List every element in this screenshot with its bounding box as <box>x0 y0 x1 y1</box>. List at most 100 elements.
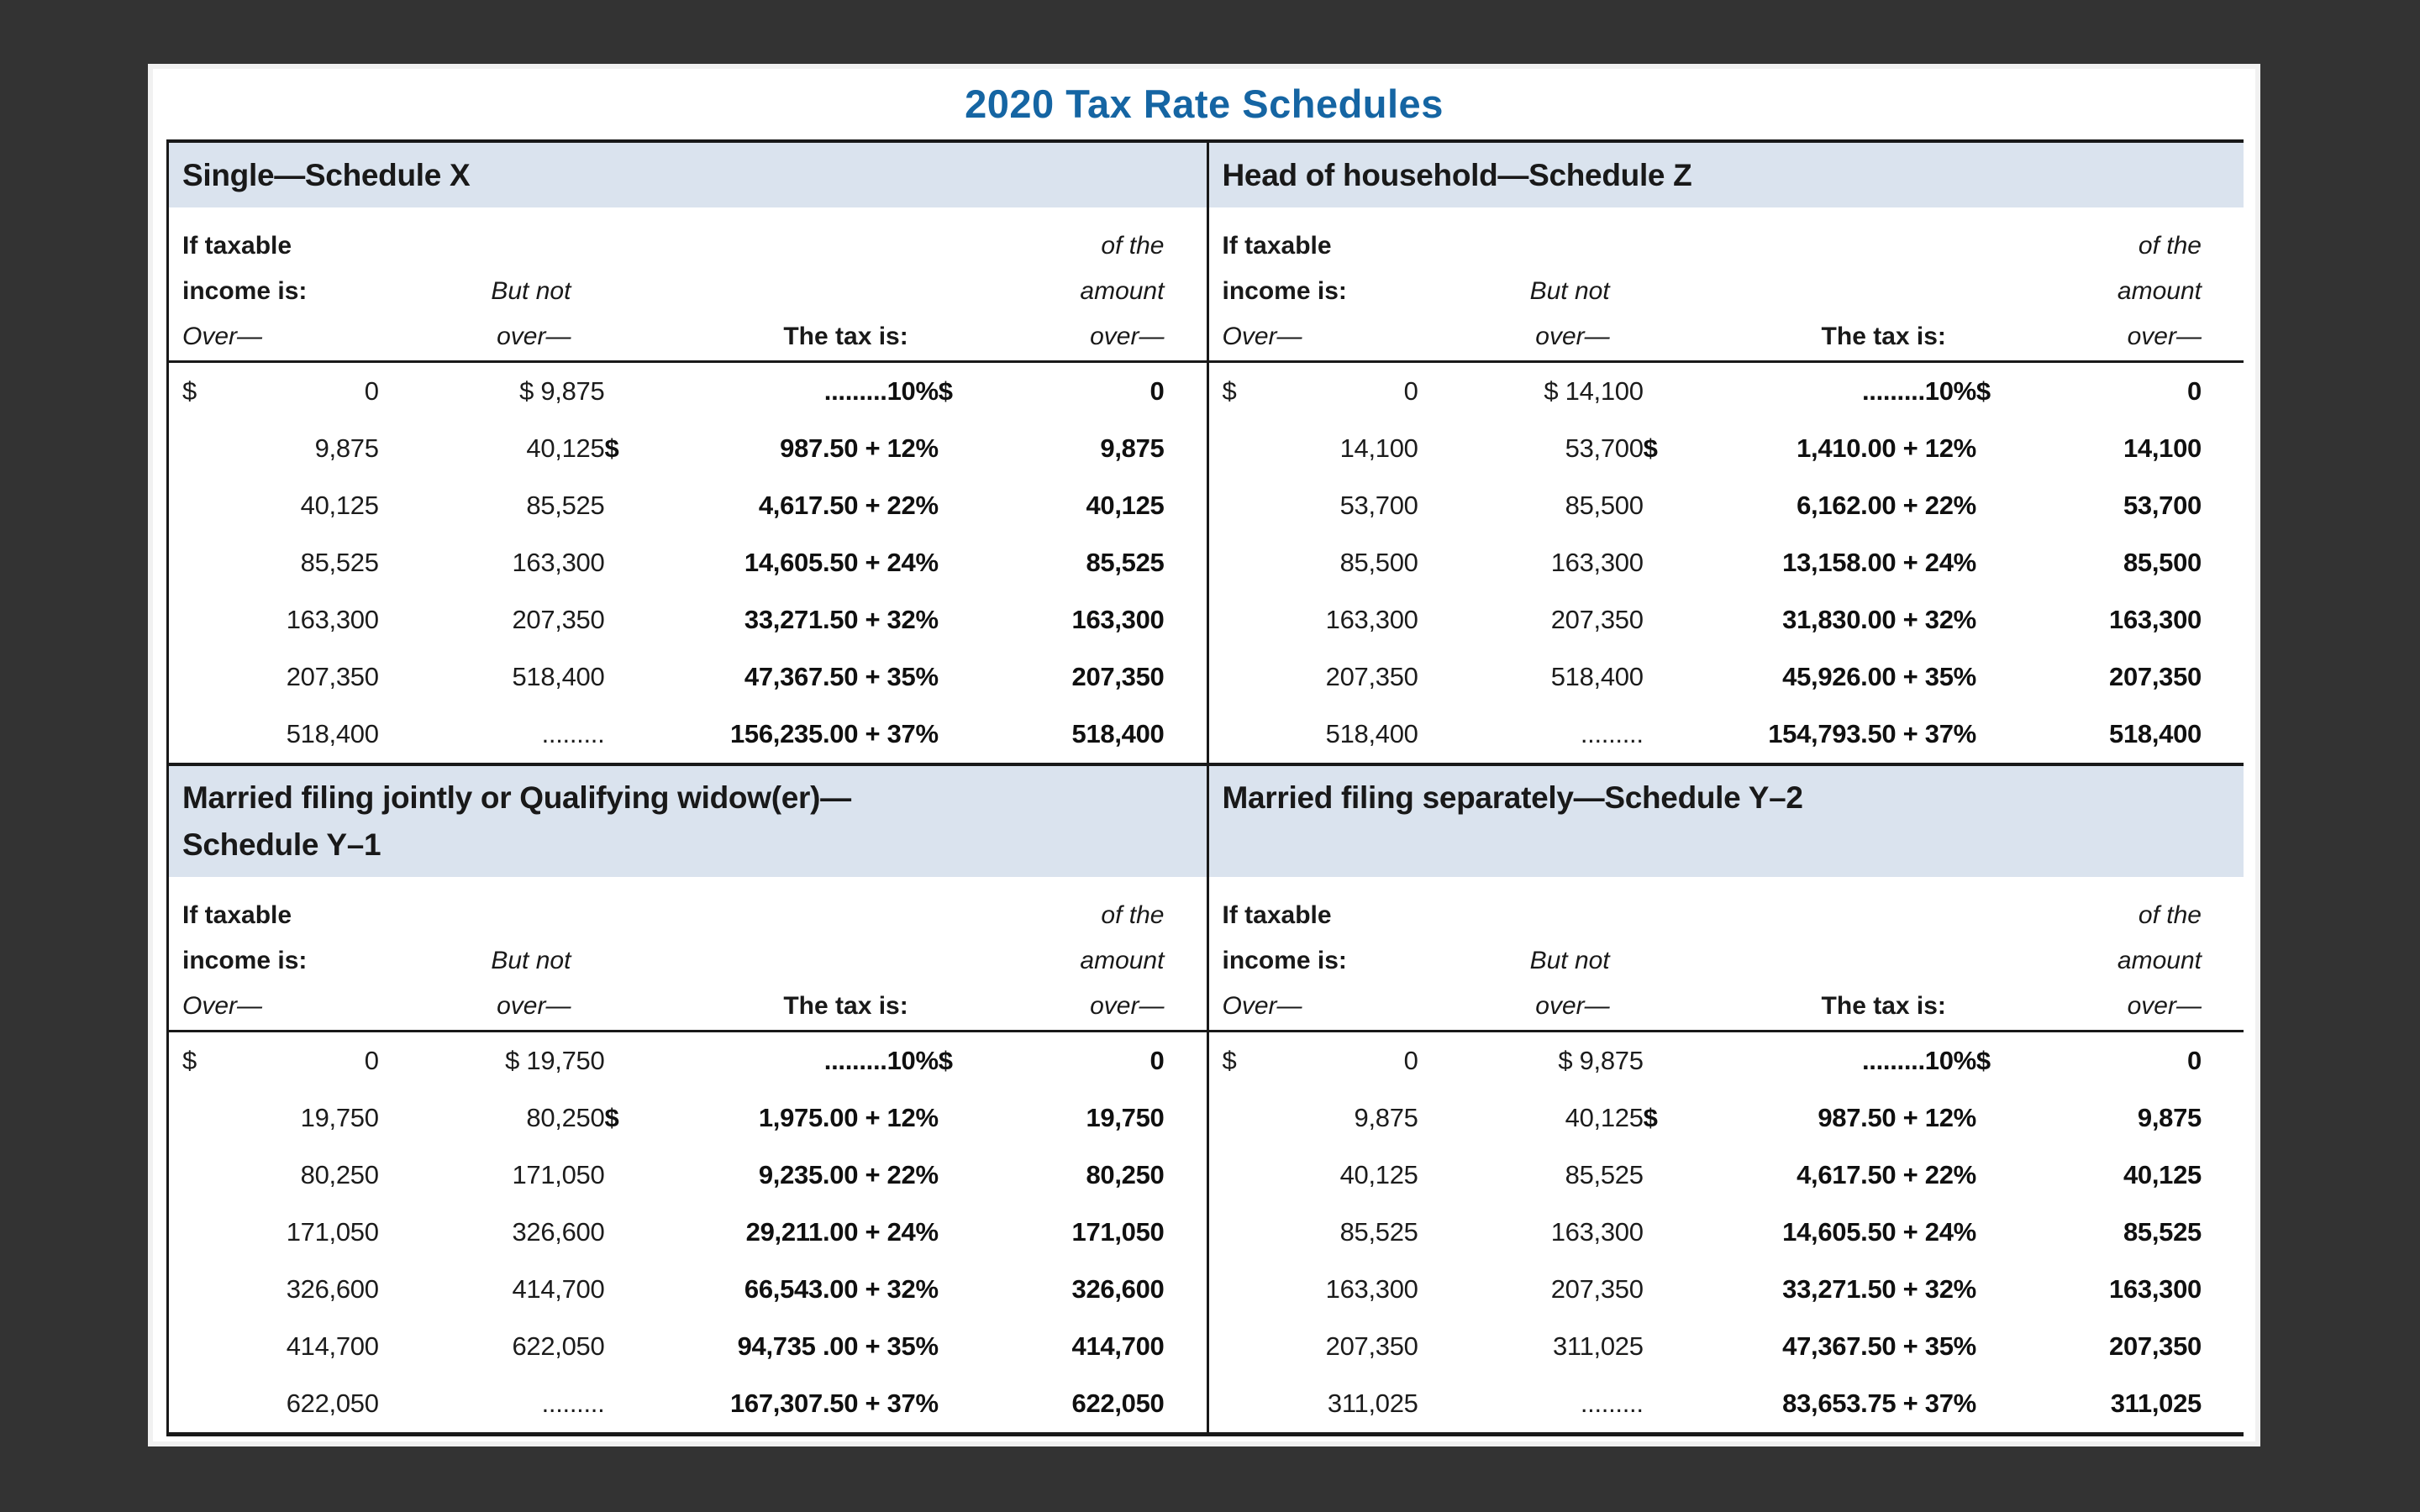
column-headers: If taxable of the income is: But not amo… <box>1208 877 2244 1032</box>
cell-value: 1,975.00 + 12% <box>758 1103 939 1132</box>
header-amount-over: over— <box>1090 992 1165 1020</box>
cell-value: 622,050 <box>512 1331 605 1361</box>
schedule-single: Single—Schedule X If taxable of the inco… <box>169 143 1207 766</box>
header-of-the: of the <box>2138 901 2202 929</box>
table-row: 40,125 85,525 4,617.50 + 22% 40,125 <box>1209 1147 2244 1204</box>
cell-tax: 13,158.00 + 24% <box>1644 548 1976 578</box>
header-amount-over: over— <box>1090 323 1165 350</box>
table-row: 9,875 40,125 $987.50 + 12% 9,875 <box>1209 1089 2244 1147</box>
cell-value: 14,100 <box>2123 433 2202 463</box>
cell-tax: 29,211.00 + 24% <box>604 1217 939 1247</box>
cell-tax: .........10% <box>604 1046 939 1076</box>
header-of-the: of the <box>1101 232 1165 260</box>
cell-value: 33,271.50 + 32% <box>1782 1274 1976 1304</box>
cell-value: 80,250 <box>526 1103 605 1132</box>
cell-tax: 66,543.00 + 32% <box>604 1274 939 1305</box>
page-title: 2020 Tax Rate Schedules <box>965 81 1444 126</box>
header-income-is: income is: <box>1222 277 1347 305</box>
schedule-title: Head of household—Schedule Z <box>1222 157 1692 192</box>
schedule-rows: $0 $ 19,750 .........10% $0 19,750 80,250 $1,9… <box>169 1032 1207 1432</box>
cell-value: 311,025 <box>2110 1389 2202 1418</box>
cell-value: 163,300 <box>2109 1274 2202 1304</box>
cell-value: 622,050 <box>1071 1389 1165 1418</box>
cell-value: ......... <box>541 719 605 748</box>
table-row: $0 $ 9,875 .........10% $0 <box>1209 1032 2244 1089</box>
cell-tax: 154,793.50 + 37% <box>1644 719 1976 749</box>
dollar-sign: $ <box>1975 376 1991 406</box>
cell-amount-over: 40,125 <box>1976 1160 2202 1190</box>
cell-value: .........10% <box>823 376 939 406</box>
cell-over: 85,525 <box>1223 1217 1418 1247</box>
cell-value: 40,125 <box>526 433 605 463</box>
cell-tax: 4,617.50 + 22% <box>604 491 939 521</box>
schedule-rows: $0 $ 14,100 .........10% $0 14,100 53,700 $1,4… <box>1209 363 2244 763</box>
cell-over: $0 <box>182 376 379 407</box>
cell-amount-over: 19,750 <box>939 1103 1164 1133</box>
cell-value: 518,400 <box>286 719 379 748</box>
cell-but-not-over: 414,700 <box>379 1274 604 1305</box>
cell-tax: 156,235.00 + 37% <box>604 719 939 749</box>
cell-but-not-over: 311,025 <box>1418 1331 1644 1362</box>
schedule-head-of-household: Head of household—Schedule Z If taxable … <box>1208 143 2244 766</box>
cell-amount-over: 9,875 <box>1976 1103 2202 1133</box>
cell-but-not-over: 622,050 <box>379 1331 605 1362</box>
header-amount: amount <box>2117 947 2202 974</box>
cell-tax: 83,653.75 + 37% <box>1644 1389 1976 1419</box>
cell-but-not-over: 40,125 <box>379 433 605 464</box>
cell-amount-over: $0 <box>1976 376 2202 407</box>
cell-value: .........10% <box>1861 376 1976 406</box>
schedule-header-bar: Head of household—Schedule Z <box>1208 143 2244 207</box>
cell-but-not-over: 85,525 <box>1418 1160 1644 1190</box>
cell-value: 171,050 <box>1071 1217 1165 1247</box>
header-but-not-over: over— <box>497 323 571 350</box>
schedule-married-filing-jointly: Married filing jointly or Qualifying wid… <box>169 766 1207 1432</box>
cell-value: 9,875 <box>2137 1103 2202 1132</box>
cell-over: 311,025 <box>1223 1389 1418 1419</box>
cell-amount-over: 163,300 <box>1976 605 2202 635</box>
cell-value: 94,735 .00 + 35% <box>737 1331 939 1361</box>
table-row: 19,750 80,250 $1,975.00 + 12% 19,750 <box>169 1089 1207 1147</box>
cell-over: 207,350 <box>1223 1331 1418 1362</box>
cell-value: ......... <box>541 1389 605 1418</box>
schedule-header-bar: Married filing jointly or Qualifying wid… <box>169 766 1207 877</box>
column-headers: If taxable of the income is: But not amo… <box>169 207 1207 363</box>
table-row: 163,300 207,350 33,271.50 + 32% 163,300 <box>169 591 1207 648</box>
schedule-title: Single—Schedule X <box>182 157 471 192</box>
cell-amount-over: 207,350 <box>939 662 1165 692</box>
cell-over: 14,100 <box>1223 433 1418 464</box>
cell-amount-over: 163,300 <box>1976 1274 2202 1305</box>
cell-value: 163,300 <box>1550 548 1644 577</box>
cell-tax: 14,605.50 + 24% <box>1644 1217 1976 1247</box>
dollar-sign: $ <box>1643 1103 1658 1132</box>
cell-value: 29,211.00 + 24% <box>745 1217 939 1247</box>
header-income-is: income is: <box>1222 947 1347 974</box>
cell-tax: .........10% <box>604 376 939 407</box>
cell-value: 207,350 <box>1550 1274 1644 1304</box>
cell-value: 163,300 <box>1325 605 1418 634</box>
dollar-sign: $ <box>182 376 197 406</box>
cell-value: 171,050 <box>286 1217 379 1247</box>
cell-value: 311,025 <box>1552 1331 1644 1361</box>
header-but-not: But not <box>1529 947 1610 974</box>
cell-value: 0 <box>364 1046 379 1075</box>
cell-over: 85,500 <box>1223 548 1418 578</box>
table-row: 85,525 163,300 14,605.50 + 24% 85,525 <box>1209 1204 2244 1261</box>
cell-over: 414,700 <box>182 1331 379 1362</box>
table-row: 163,300 207,350 31,830.00 + 32% 163,300 <box>1209 591 2244 648</box>
schedule-title-line2: Schedule Y–1 <box>182 827 381 862</box>
header-amount-over: over— <box>2127 992 2202 1020</box>
column-headers: If taxable of the income is: But not amo… <box>1208 207 2244 363</box>
table-row: 518,400......... 154,793.50 + 37% 518,400 <box>1209 706 2244 763</box>
schedule-married-filing-separately: Married filing separately—Schedule Y–2 I… <box>1208 766 2244 1432</box>
header-of-the: of the <box>2138 232 2202 260</box>
cell-amount-over: 518,400 <box>1976 719 2202 749</box>
cell-value: 85,525 <box>526 491 605 520</box>
cell-over: 9,875 <box>1223 1103 1418 1133</box>
cell-value: ......... <box>1580 719 1644 748</box>
cell-value: 40,125 <box>300 491 379 520</box>
cell-value: 0 <box>1403 376 1418 406</box>
cell-tax: .........10% <box>1644 376 1976 407</box>
cell-value: 80,250 <box>1086 1160 1165 1189</box>
cell-value: 45,926.00 + 35% <box>1782 662 1976 691</box>
